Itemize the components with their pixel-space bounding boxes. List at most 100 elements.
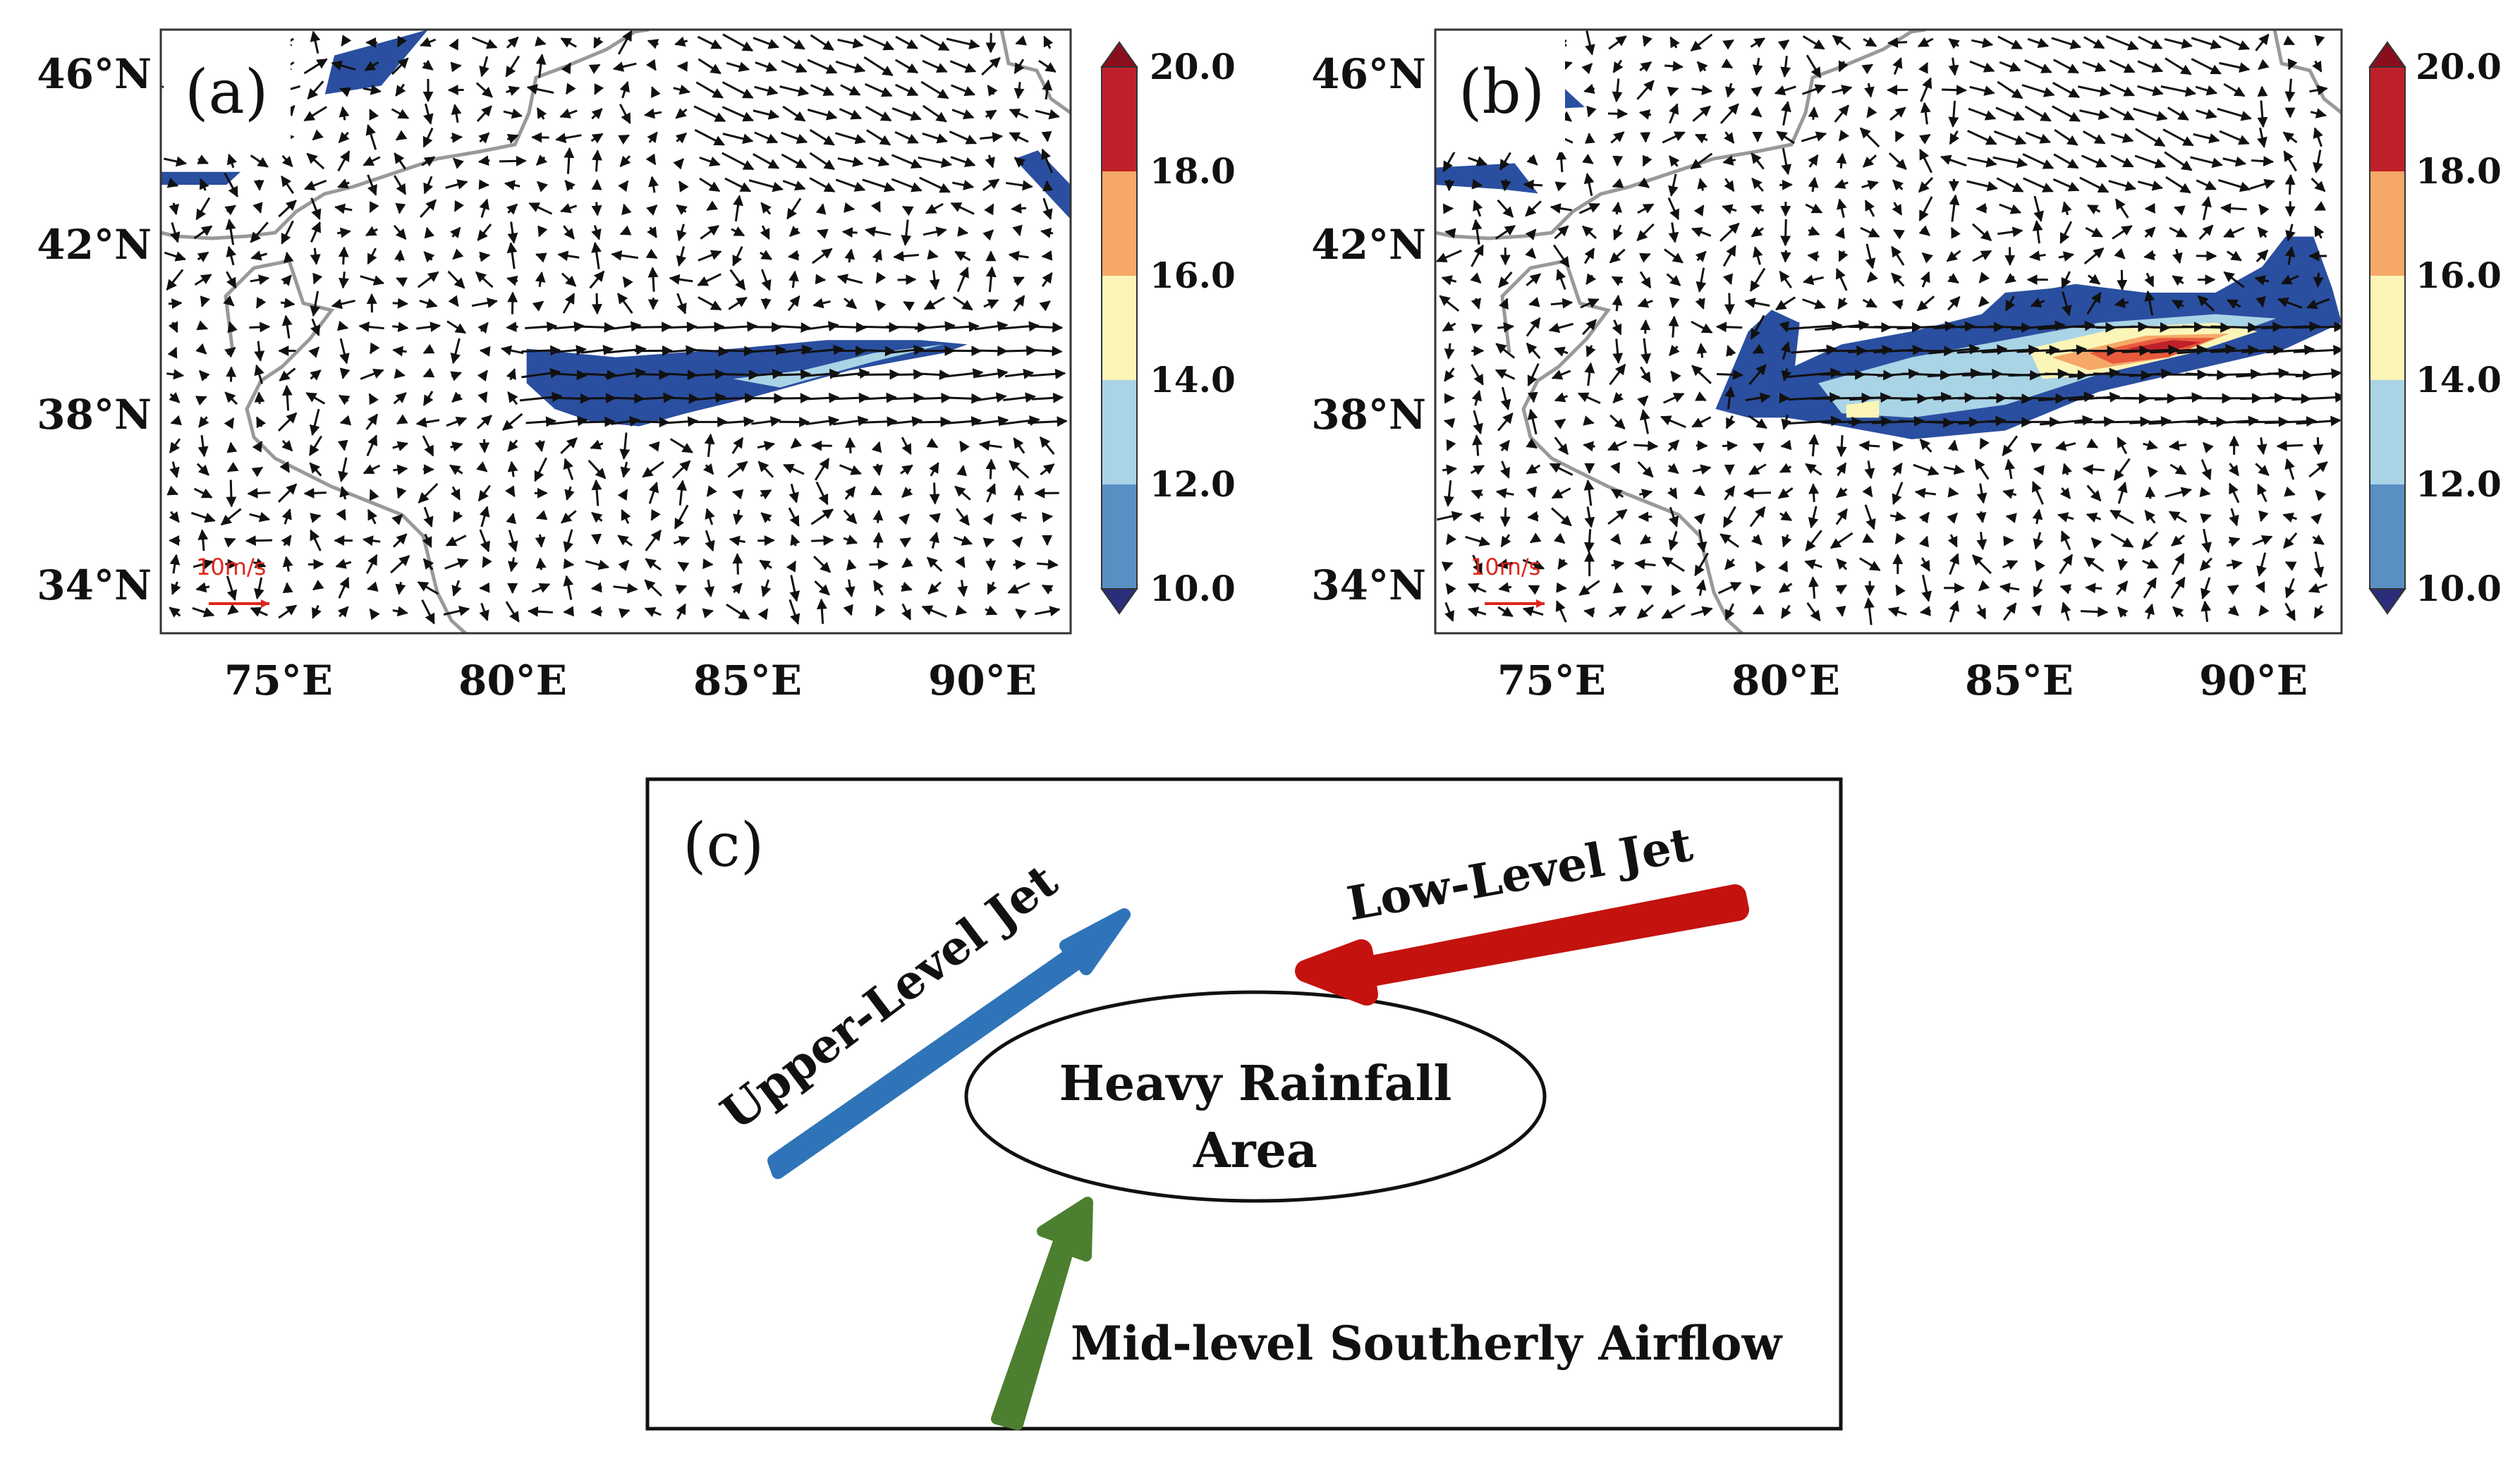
wind-vector	[895, 35, 918, 49]
wind-vector	[422, 59, 434, 71]
wind-vector	[594, 83, 604, 95]
panel-a-lat-38: 38°N	[37, 391, 152, 439]
wind-vector	[1750, 315, 1765, 340]
wind-vector	[1662, 392, 1685, 404]
wind-vector	[1637, 461, 1654, 478]
wind-vector	[980, 132, 1004, 143]
wind-vector	[164, 156, 188, 167]
wind-vector	[1780, 604, 1791, 619]
wind-vector	[1042, 197, 1053, 220]
wind-vector	[2172, 248, 2183, 264]
wind-vector	[253, 179, 264, 191]
wind-vector	[1696, 267, 1707, 293]
wind-vector	[450, 61, 462, 73]
wind-vector	[985, 154, 995, 169]
wind-vector	[805, 415, 840, 427]
wind-vector	[1499, 507, 1511, 527]
wind-vector	[1815, 319, 1870, 331]
wind-vector	[1549, 463, 1574, 476]
wind-vector	[1610, 131, 1625, 144]
wind-vector	[694, 128, 725, 146]
wind-vector	[1691, 365, 1712, 384]
wind-vector	[1864, 200, 1875, 217]
wind-vector	[2310, 108, 2327, 118]
wind-vector	[693, 105, 726, 123]
panel-b-cb-tick-20: 20.0	[2416, 46, 2502, 87]
wind-vector	[554, 321, 585, 332]
wind-vector	[1996, 177, 2024, 193]
wind-vector	[1918, 133, 1931, 145]
wind-vector	[949, 60, 977, 73]
wind-vector	[2172, 606, 2184, 618]
wind-vector	[368, 393, 379, 405]
wind-vector	[535, 36, 547, 47]
wind-vector	[944, 415, 982, 427]
wind-vector	[733, 195, 743, 221]
wind-vector	[727, 460, 748, 478]
wind-vector	[1861, 180, 1879, 190]
wind-vector	[1949, 553, 1959, 575]
wind-vector	[2110, 106, 2135, 121]
wind-vector	[2283, 35, 2295, 46]
wind-vector	[1752, 246, 1763, 265]
wind-vector	[760, 269, 772, 291]
wind-vector	[1971, 223, 1992, 242]
wind-vector	[676, 204, 688, 216]
wind-vector	[390, 555, 410, 574]
wind-vector	[1892, 202, 1903, 216]
wind-vector	[1722, 506, 1736, 528]
wind-vector	[477, 322, 489, 334]
wind-vector	[199, 178, 209, 191]
wind-vector	[196, 463, 209, 476]
wind-vector	[1550, 203, 1572, 214]
panel-b-cb-tick-14: 14.0	[2416, 359, 2502, 401]
wind-vector	[451, 580, 462, 597]
wind-vector	[482, 556, 492, 568]
wind-vector	[393, 392, 407, 405]
wind-vector	[1584, 506, 1595, 528]
wind-vector	[249, 322, 271, 333]
wind-vector	[2033, 465, 2045, 476]
wind-vector	[338, 131, 350, 143]
wind-vector	[790, 534, 801, 547]
wind-vector	[507, 460, 518, 477]
wind-vector	[891, 178, 923, 193]
wind-vector	[591, 108, 603, 120]
wind-vector	[395, 130, 408, 141]
wind-vector	[1722, 155, 1736, 166]
wind-vector	[872, 532, 884, 549]
wind-vector	[2004, 295, 2016, 312]
wind-vector	[1719, 533, 1739, 548]
wind-vector	[1691, 606, 1713, 617]
panel-a-cb-tick-16: 16.0	[1150, 255, 1236, 296]
wind-vector	[2198, 224, 2214, 240]
wind-vector	[753, 109, 780, 120]
wind-vector	[786, 560, 797, 573]
wind-vector	[1950, 226, 1961, 239]
wind-vector	[1527, 511, 1539, 522]
wind-vector	[813, 555, 832, 573]
panel-c-label: (c)	[683, 810, 764, 881]
wind-vector	[1780, 219, 1791, 247]
wind-vector	[1918, 148, 1932, 173]
wind-vector	[865, 226, 891, 237]
wind-vector	[1691, 85, 1713, 96]
wind-vector	[1554, 437, 1569, 456]
wind-vector	[1611, 559, 1625, 570]
wind-vector	[2025, 131, 2051, 144]
wind-vector	[2110, 533, 2134, 548]
wind-vector	[339, 415, 352, 426]
wind-vector	[1611, 488, 1624, 499]
wind-vector	[901, 557, 913, 568]
wind-vector	[2088, 274, 2101, 285]
wind-vector	[1668, 155, 1680, 167]
wind-vector	[224, 204, 236, 216]
wind-vector	[844, 248, 856, 263]
wind-vector	[196, 320, 209, 331]
wind-vector	[1585, 30, 1595, 56]
wind-vector	[835, 178, 866, 192]
wind-vector	[506, 242, 518, 269]
wind-vector	[535, 54, 547, 78]
wind-vector	[1920, 77, 1932, 102]
wind-vector	[955, 556, 966, 568]
